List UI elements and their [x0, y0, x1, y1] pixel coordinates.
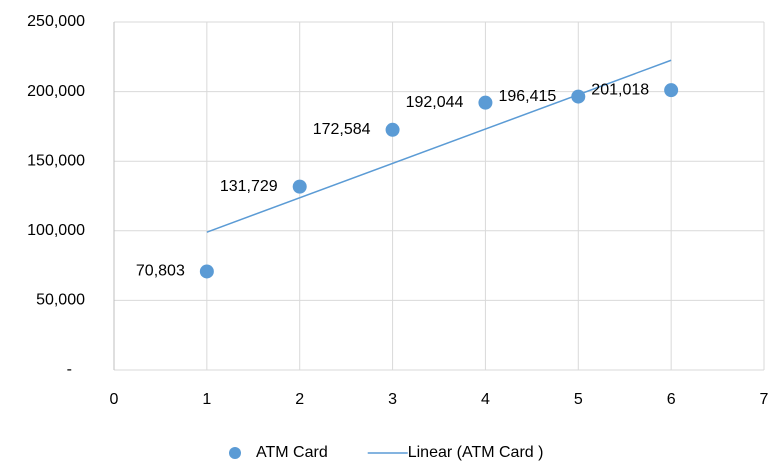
x-tick-label: 5: [574, 391, 583, 408]
point: [199, 264, 214, 279]
y-tick-label: 200,000: [27, 83, 85, 100]
x-tick-label: 0: [110, 391, 119, 408]
point: [571, 89, 586, 104]
data-label: 131,729: [220, 178, 278, 195]
y-tick-label: -: [67, 361, 72, 378]
data-label: 201,018: [591, 81, 649, 98]
x-tick-label: 2: [295, 391, 304, 408]
data-label: 172,584: [313, 121, 371, 138]
legend-label: ATM Card: [256, 444, 328, 461]
x-tick-label: 1: [202, 391, 211, 408]
y-tick-label: 150,000: [27, 152, 85, 169]
trendline: [206, 59, 672, 233]
x-tick-label: 7: [760, 391, 769, 408]
y-tick-label: 50,000: [36, 292, 85, 309]
legend-swatch: [229, 447, 241, 459]
legend-label: Linear (ATM Card ): [408, 444, 544, 461]
point: [478, 95, 493, 110]
point: [664, 83, 679, 98]
data-label: 192,044: [406, 94, 464, 111]
y-tick-label: 100,000: [27, 222, 85, 239]
x-tick-label: 4: [481, 391, 490, 408]
x-tick-label: 6: [667, 391, 676, 408]
y-tick-label: 250,000: [27, 13, 85, 30]
data-label: 70,803: [136, 263, 185, 280]
x-tick-label: 3: [388, 391, 397, 408]
data-label: 196,415: [498, 88, 556, 105]
point: [292, 179, 307, 194]
point: [385, 122, 400, 137]
